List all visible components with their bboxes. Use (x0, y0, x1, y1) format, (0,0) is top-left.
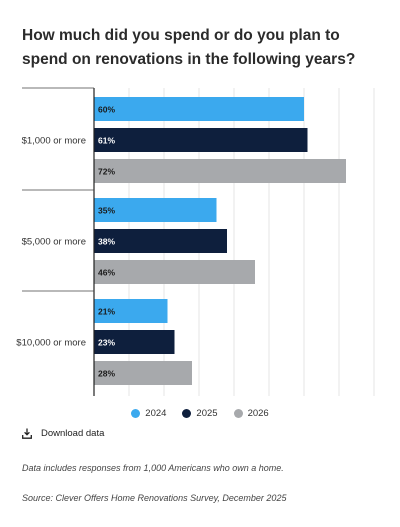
bar-2025-0 (94, 128, 308, 152)
bar-2026-2 (94, 361, 192, 385)
chart-source: Source: Clever Offers Home Renovations S… (22, 493, 287, 503)
bar-value-label: 21% (98, 306, 115, 316)
bar-value-label: 28% (98, 368, 115, 378)
bar-2024-2 (94, 299, 168, 323)
chart-note: Data includes responses from 1,000 Ameri… (22, 463, 284, 473)
legend-label-2024: 2024 (145, 408, 167, 419)
bar-2025-1 (94, 229, 227, 253)
legend-swatch-2024 (131, 409, 141, 418)
chart-bars: 60% 61% 72% 35% 38% 46% 21% 23% 28% (94, 97, 346, 385)
bar-value-label: 60% (98, 104, 115, 114)
chart-title: How much did you spend or do you plan to… (22, 27, 356, 68)
legend-label-2025: 2025 (196, 408, 218, 419)
category-label: $10,000 or more (16, 338, 86, 349)
download-icon (22, 428, 32, 439)
bar-value-label: 23% (98, 337, 115, 347)
category-label: $5,000 or more (22, 237, 86, 248)
bar-2025-2 (94, 330, 175, 354)
bar-2026-1 (94, 260, 255, 284)
bar-2024-0 (94, 97, 304, 121)
legend-item-2024: 2024 (131, 408, 166, 419)
category-label: $1,000 or more (22, 136, 86, 147)
bar-chart: 60% 61% 72% 35% 38% 46% 21% 23% 28% $1,000 or mo… (16, 87, 375, 396)
bar-value-label: 46% (98, 267, 115, 277)
chart-separators (22, 87, 95, 396)
bar-value-label: 38% (98, 236, 115, 246)
legend-item-2025: 2025 (182, 408, 218, 419)
chart-category-labels: $1,000 or more $5,000 or more $10,000 or m… (16, 136, 86, 349)
legend-swatch-2026 (233, 409, 243, 418)
chart-legend: 2024 2025 2026 (0, 408, 400, 419)
download-data-button[interactable]: Download data (22, 428, 104, 439)
bar-2024-1 (94, 198, 217, 222)
bar-value-label: 72% (98, 166, 115, 176)
bar-value-label: 35% (98, 205, 115, 215)
bar-value-label: 61% (98, 135, 115, 145)
download-data-label: Download data (41, 428, 105, 439)
legend-label-2026: 2026 (247, 408, 269, 419)
legend-swatch-2025 (182, 409, 192, 418)
legend-item-2026: 2026 (233, 408, 269, 419)
bar-2026-0 (94, 159, 346, 183)
